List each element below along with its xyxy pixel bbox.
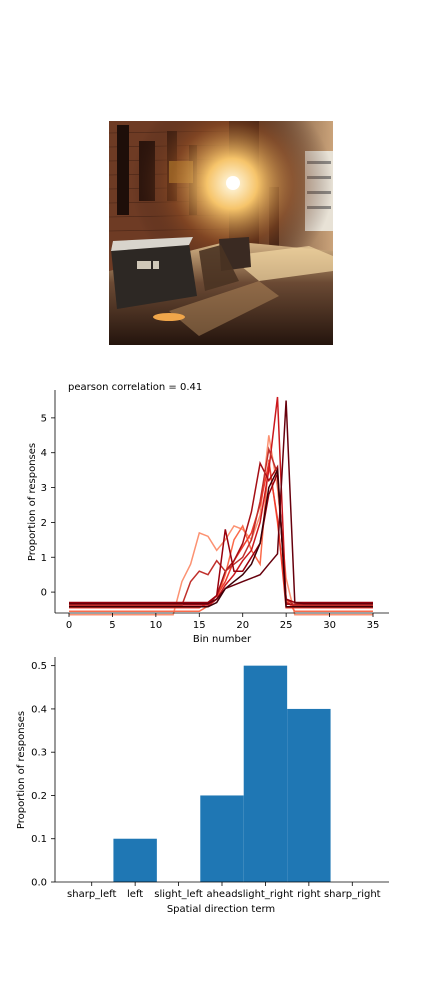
y-tick-label: 0.2 [31,791,47,802]
line-series-7 [69,400,373,605]
y-tick-label: 0.1 [31,834,47,845]
x-tick-label: ahead [206,889,237,900]
x-tick-label: left [127,889,143,900]
line-chart-series-group [69,396,373,616]
x-tick-label: slight_left [154,889,203,900]
bar-ahead [200,795,244,882]
y-tick-label: 3 [41,483,47,494]
line-chart-y-ticks: 0 1 2 3 4 5 [41,413,55,599]
y-tick-label: 4 [41,448,47,459]
bar-chart-xlabel: Spatial direction term [167,904,275,915]
x-tick-label: right [297,889,321,900]
line-series-0 [69,435,373,616]
bar-chart-x-ticks: sharp_left left slight_left ahead slight_rig… [67,882,381,900]
line-chart-xlabel: Bin number [193,634,252,645]
x-tick-label: 35 [367,620,380,631]
bar-slight_right [243,665,288,882]
bar-chart-y-ticks: 0.0 0.1 0.2 0.3 0.4 0.5 [31,661,55,889]
line-chart: pearson correlation = 0.41 0 5 10 15 20 25 30 3… [27,382,389,645]
x-tick-label: 25 [280,620,293,631]
x-tick-label: 30 [323,620,336,631]
line-series-1 [69,459,373,613]
line-series-8 [69,467,373,608]
line-series-4 [69,460,373,606]
x-tick-label: 0 [66,620,72,631]
line-series-2 [69,463,373,609]
x-tick-label: 15 [193,620,206,631]
bar-chart: sharp_left left slight_left ahead slight_rig… [16,657,389,915]
y-tick-label: 5 [41,413,47,424]
line-series-3 [69,396,373,607]
y-tick-label: 2 [41,518,47,529]
x-tick-label: sharp_right [324,889,381,900]
line-chart-x-ticks: 0 5 10 15 20 25 30 35 [66,613,380,631]
line-chart-ylabel: Proportion of responses [27,443,38,561]
x-tick-label: 20 [236,620,249,631]
line-chart-title: pearson correlation = 0.41 [68,382,202,393]
y-tick-label: 0.0 [31,878,47,889]
y-tick-label: 1 [41,553,47,564]
x-tick-label: 5 [109,620,115,631]
y-tick-label: 0.3 [31,748,47,759]
x-tick-label: sharp_left [67,889,116,900]
x-tick-label: slight_right [237,889,293,900]
alley-photo [109,121,333,345]
x-tick-label: 10 [149,620,162,631]
bar-right [287,708,331,882]
bar-left [113,838,157,882]
y-tick-label: 0.4 [31,704,47,715]
line-series-6 [69,473,373,604]
bar-chart-bars [113,665,331,882]
bar-chart-ylabel: Proportion of responses [16,711,27,829]
y-tick-label: 0 [41,588,47,599]
y-tick-label: 0.5 [31,661,47,672]
